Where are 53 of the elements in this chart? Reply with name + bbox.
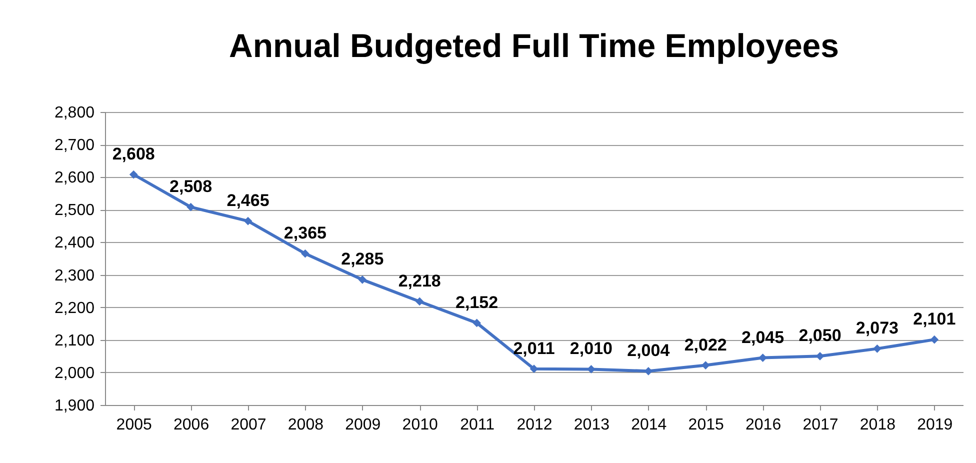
x-tick-label: 2016	[746, 416, 782, 434]
x-tick-label: 2007	[230, 416, 266, 434]
y-tick-label: 2,800	[54, 104, 95, 122]
point	[472, 318, 481, 328]
data-label: 2,010	[570, 339, 612, 358]
y-tick-label: 2,100	[54, 332, 95, 350]
x-tick-label: 2014	[631, 416, 667, 434]
data-label: 2,465	[226, 191, 270, 210]
x-tick-label: 2015	[688, 416, 724, 434]
y-tick-label: 2,000	[54, 364, 95, 382]
point	[244, 216, 252, 226]
y-tick-label: 2,500	[54, 202, 95, 220]
x-tick-label: 2005	[116, 416, 152, 434]
point	[415, 297, 424, 306]
point	[301, 249, 310, 258]
point	[873, 344, 882, 353]
y-tick-label: 2,400	[54, 234, 95, 252]
x-tick-label: 2008	[288, 416, 324, 434]
data-label: 2,608	[112, 144, 155, 164]
data-label: 2,045	[742, 328, 784, 347]
point	[186, 202, 195, 212]
x-tick-label: 2011	[460, 416, 495, 434]
y-tick-label: 2,300	[54, 267, 95, 284]
point	[701, 361, 710, 370]
data-label: 2,365	[284, 224, 326, 243]
x-tick-label: 2013	[574, 416, 610, 434]
data-label: 2,218	[398, 271, 441, 290]
x-tick-label: 2018	[860, 416, 896, 434]
x-tick-label: 2006	[174, 416, 210, 434]
point	[758, 354, 767, 362]
x-tick-label: 2017	[802, 416, 838, 434]
point	[930, 335, 939, 344]
data-label: 2,004	[627, 341, 670, 360]
data-label: 2,050	[798, 326, 842, 346]
x-tick-label: 2012	[516, 416, 552, 434]
x-tick-label: 2010	[402, 416, 438, 434]
data-label: 2,508	[170, 177, 212, 196]
data-label: 2,285	[341, 250, 384, 269]
y-tick-label: 2,700	[54, 137, 95, 154]
x-tick-label: 2019	[917, 416, 953, 434]
y-tick-label: 1,900	[54, 398, 95, 414]
data-label: 2,011	[513, 338, 555, 358]
y-tick-label: 2,600	[54, 170, 95, 187]
x-tick-label: 2009	[345, 416, 381, 434]
data-label: 2,022	[684, 335, 727, 354]
point	[358, 275, 367, 284]
data-label: 2,073	[856, 318, 898, 338]
chart-title: Annual Budgeted Full Time Employees	[229, 27, 839, 64]
data-label: 2,152	[456, 292, 498, 312]
point	[129, 170, 138, 179]
point	[587, 365, 596, 374]
y-tick-label: 2,200	[54, 300, 95, 317]
data-label: 2,101	[913, 310, 956, 329]
